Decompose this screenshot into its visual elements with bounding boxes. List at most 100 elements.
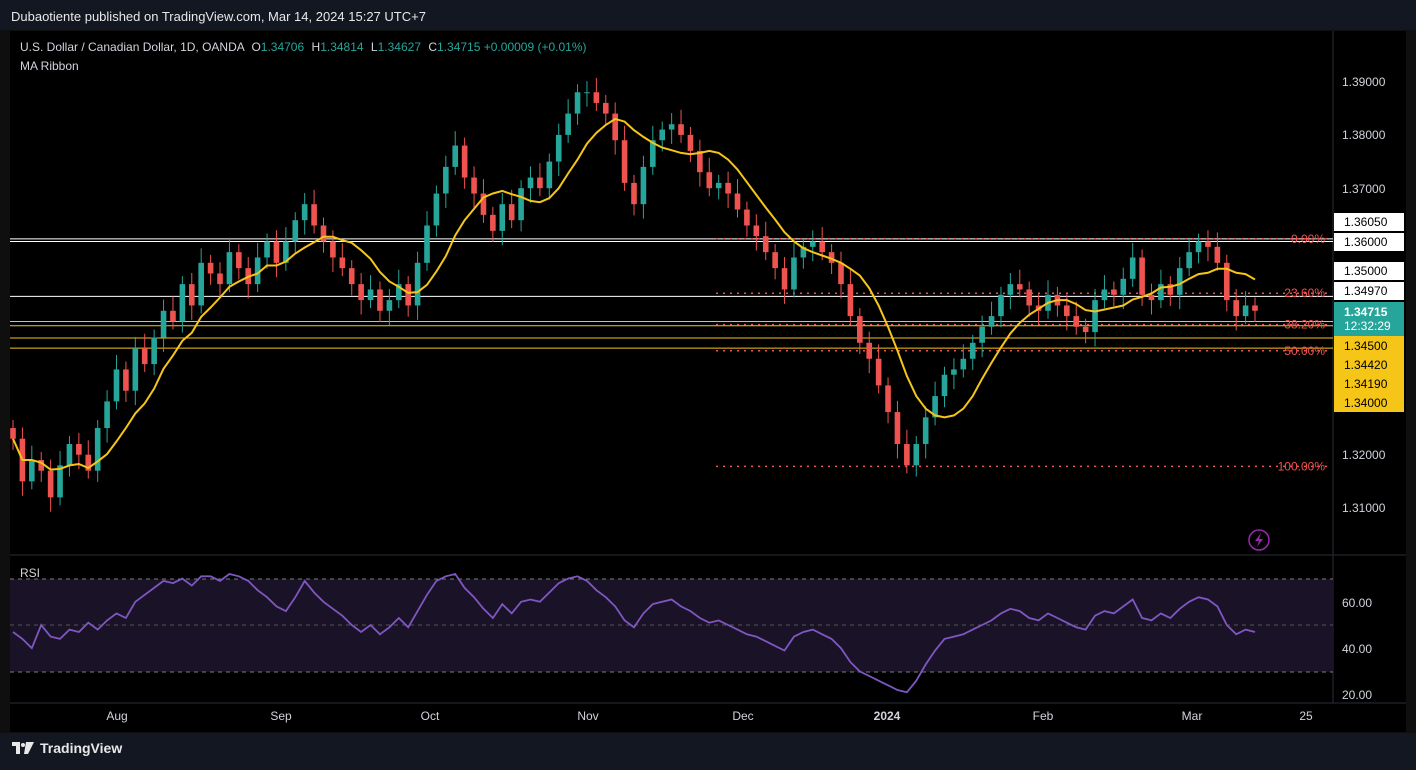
symbol-label: U.S. Dollar / Canadian Dollar, 1D, OANDA [20, 40, 245, 54]
candle-body [791, 257, 797, 290]
candle-body [1158, 284, 1164, 301]
candle-body [1129, 257, 1136, 279]
price-level-box [1334, 233, 1404, 251]
candle-body [1233, 300, 1239, 317]
candle-body [866, 342, 873, 359]
candle-body [857, 316, 863, 343]
y-tick-label: 1.39000 [1342, 75, 1386, 89]
change-value: +0.00009 (+0.01%) [483, 40, 587, 54]
candle-body [1223, 262, 1230, 301]
candle-body [499, 204, 506, 231]
price-level-box [1334, 282, 1404, 300]
candle-body [894, 412, 901, 445]
candle-body [969, 342, 976, 359]
candle-body [1195, 241, 1202, 253]
candle-body [386, 300, 393, 311]
candle-body [141, 348, 148, 365]
candle-body [1026, 289, 1032, 306]
candle-body [932, 396, 938, 418]
horizontal-lines[interactable] [10, 238, 1333, 349]
candle-body [1252, 305, 1258, 311]
candle-body [602, 102, 609, 114]
candle-body [1148, 294, 1155, 301]
candle-body [1101, 289, 1108, 301]
candle-body [273, 241, 280, 263]
candle-body [960, 358, 967, 370]
candle-body [687, 134, 694, 151]
candle-body [38, 460, 45, 471]
candle-body [565, 113, 571, 135]
candle-body [640, 166, 647, 205]
price-level-label: 1.35000 [1344, 264, 1388, 278]
highlighted-level-label: 1.34420 [1344, 358, 1388, 372]
candlestick-series[interactable] [10, 77, 1258, 512]
y-tick-label: 1.38000 [1342, 128, 1386, 142]
candle-body [734, 193, 741, 210]
candle-body [452, 145, 459, 167]
rsi-tick-label: 60.00 [1342, 596, 1372, 610]
candle-body [1186, 252, 1192, 269]
candle-body [584, 92, 590, 94]
candle-body [217, 273, 223, 285]
candle-body [461, 145, 468, 178]
price-level-label: 1.36050 [1344, 215, 1388, 229]
tradingview-logo[interactable]: TradingView [12, 740, 122, 756]
candle-body [301, 204, 308, 221]
candle-body [226, 252, 233, 285]
candle-body [537, 177, 543, 189]
price-level-label: 1.34970 [1344, 284, 1388, 298]
highlighted-level-label: 1.34190 [1344, 377, 1388, 391]
fibonacci-retracement[interactable]: 0.00% 23.60% 38.20% 50.00% 100.00% [716, 232, 1330, 474]
indicator-label[interactable]: MA Ribbon [20, 59, 79, 73]
candle-body [170, 310, 176, 322]
x-tick-label: Dec [732, 709, 753, 723]
candle-body [1176, 268, 1183, 295]
highlighted-level-label: 1.34000 [1344, 396, 1388, 410]
x-tick-label: 25 [1299, 709, 1313, 723]
candle-body [57, 465, 63, 498]
candle-body [941, 374, 948, 397]
high-value: 1.34814 [320, 40, 364, 54]
candle-body [1139, 257, 1145, 295]
rsi-tick-label: 40.00 [1342, 642, 1372, 656]
y-tick-label: 1.31000 [1342, 501, 1386, 515]
candle-body [838, 262, 844, 285]
x-tick-label: 2024 [874, 709, 901, 723]
candle-body [979, 326, 985, 343]
ma-ribbon [12, 117, 1256, 471]
candle-body [1205, 241, 1211, 247]
candle-body [753, 225, 760, 237]
rsi-series [12, 572, 1256, 694]
candle-body [348, 268, 355, 285]
candle-body [85, 454, 92, 471]
x-tick-label: Nov [577, 709, 598, 723]
candle-body [10, 428, 16, 439]
candle-body [574, 92, 581, 114]
price-level-label: 1.36000 [1344, 235, 1388, 249]
candle-body [207, 262, 214, 274]
candle-body [113, 369, 120, 402]
header-bar: Dubaotiente published on TradingView.com… [0, 0, 1416, 30]
candle-body [922, 417, 929, 445]
candle-body [292, 220, 299, 242]
lightning-icon[interactable] [1248, 529, 1270, 551]
rsi-tick-label: 20.00 [1342, 688, 1372, 702]
candle-body [1092, 300, 1098, 333]
x-tick-label: Oct [421, 709, 440, 723]
candle-body [405, 284, 411, 306]
candle-body [678, 124, 684, 135]
low-key: L [370, 40, 378, 54]
candle-body [621, 140, 628, 183]
candle-body [358, 284, 364, 301]
candle-body [94, 428, 101, 471]
low-value: 1.34627 [377, 40, 421, 54]
brand-label: TradingView [40, 740, 123, 756]
candle-body [650, 140, 656, 167]
rsi-label[interactable]: RSI [20, 566, 41, 580]
candle-body [424, 225, 430, 263]
y-tick-label: 1.32000 [1342, 448, 1386, 462]
fib-level-label: 50.00% [1284, 344, 1325, 358]
chart-svg[interactable]: 0.00% 23.60% 38.20% 50.00% 100.00% 1.39000 1… [0, 0, 1416, 733]
candle-body [555, 134, 562, 162]
candle-body [283, 241, 289, 263]
